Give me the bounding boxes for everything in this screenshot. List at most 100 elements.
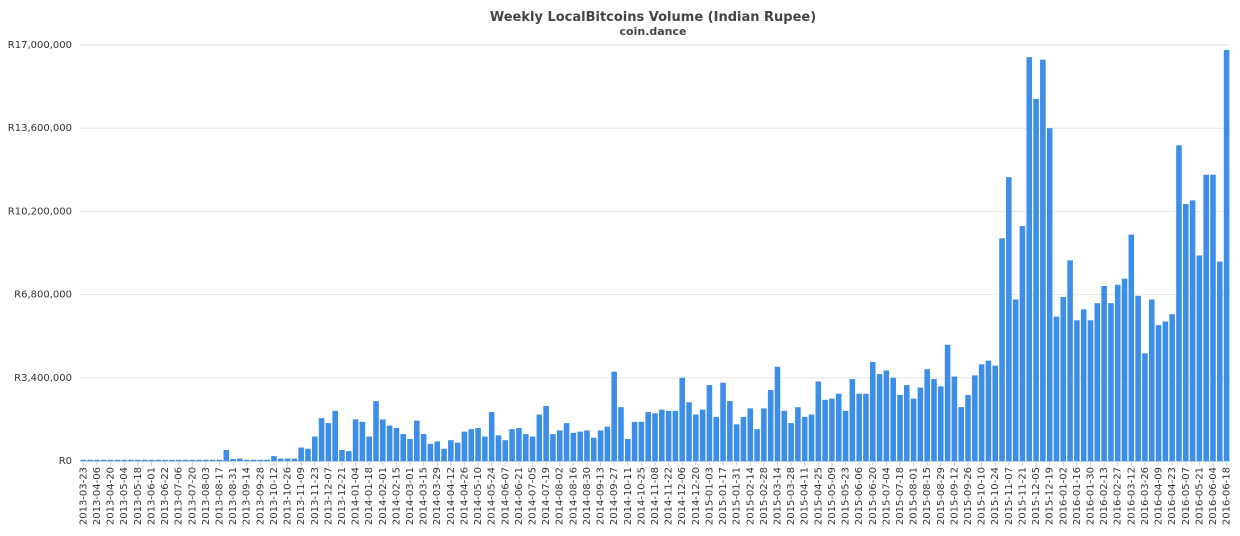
bar [291, 458, 298, 461]
bar [1223, 49, 1230, 462]
bar [1162, 321, 1169, 461]
x-tick-label: 2016-01-02 [1058, 467, 1069, 525]
x-tick-label: 2014-11-08 [650, 467, 661, 525]
x-tick-label: 2016-06-18 [1222, 467, 1233, 525]
bar [169, 459, 175, 461]
x-tick-label: 2015-02-14 [745, 467, 756, 525]
bar [659, 409, 665, 461]
y-tick-label: R13,600,000 [8, 123, 72, 134]
bar [1046, 128, 1053, 461]
bar [345, 451, 352, 461]
bar [175, 459, 182, 461]
bar [107, 459, 114, 461]
bar [80, 459, 87, 461]
bar [686, 402, 692, 461]
bar [223, 449, 230, 461]
bar [284, 458, 291, 461]
bar [1114, 284, 1121, 461]
x-tick-label: 2015-10-24 [990, 467, 1001, 525]
bar [400, 434, 407, 461]
x-tick-label: 2015-04-25 [813, 467, 824, 525]
x-tick-label: 2016-02-13 [1099, 467, 1110, 525]
bar [842, 410, 849, 461]
bar [590, 437, 597, 461]
y-tick-label: R17,000,000 [8, 40, 72, 51]
bar [1169, 314, 1175, 461]
bar [944, 344, 951, 461]
bar [652, 413, 658, 461]
x-tick-label: 2014-08-02 [555, 467, 566, 525]
bar [672, 410, 679, 461]
x-tick-label: 2013-09-28 [255, 467, 266, 525]
bar [1135, 295, 1141, 461]
bar [897, 394, 903, 461]
x-tick-label: 2015-08-29 [936, 467, 947, 525]
bar [781, 410, 788, 461]
bar [257, 459, 264, 461]
x-tick-label: 2015-10-10 [977, 467, 988, 525]
bar [903, 385, 910, 461]
x-tick-label: 2015-05-23 [841, 467, 852, 525]
bar [747, 408, 754, 461]
bar [1060, 297, 1067, 461]
bar [155, 459, 162, 461]
bar [475, 427, 481, 461]
x-tick-label: 2015-06-06 [854, 467, 865, 525]
bar [910, 398, 917, 461]
bar [665, 410, 672, 461]
bar [148, 459, 155, 461]
bar [1155, 325, 1162, 461]
x-tick-label: 2013-10-12 [269, 467, 280, 525]
bar [883, 370, 890, 461]
bar [774, 366, 781, 461]
bar [414, 420, 420, 461]
bar [972, 375, 978, 461]
bar [502, 440, 509, 461]
bar [128, 459, 134, 461]
bar [250, 459, 257, 461]
bar [761, 408, 767, 461]
y-tick-label: R0 [59, 456, 72, 467]
bar [162, 459, 168, 461]
bar [114, 459, 121, 461]
x-tick-label: 2014-12-06 [677, 467, 688, 525]
bar [339, 449, 345, 461]
x-tick-label: 2014-11-22 [664, 467, 675, 525]
bar [495, 435, 502, 461]
bar [713, 416, 720, 461]
bar [1196, 255, 1203, 461]
bar [509, 429, 515, 461]
bar [141, 459, 148, 461]
x-tick-label: 2013-07-20 [187, 467, 198, 525]
bar [380, 419, 386, 461]
bar [645, 412, 651, 461]
bar [631, 421, 638, 461]
bar [332, 410, 338, 461]
x-tick-label: 2013-08-31 [228, 467, 239, 525]
bar [801, 416, 808, 461]
bar [87, 459, 93, 461]
bar [999, 238, 1005, 461]
bar [550, 434, 556, 461]
bar [386, 425, 393, 461]
bar [543, 405, 549, 461]
bar [618, 407, 624, 461]
bar [727, 401, 733, 461]
bar [863, 393, 869, 461]
bar [638, 421, 645, 461]
x-tick-label: 2015-01-03 [704, 467, 715, 525]
x-tick-label: 2013-11-23 [310, 467, 321, 525]
x-tick-label: 2013-07-06 [174, 467, 185, 525]
bar [978, 364, 985, 461]
x-tick-label: 2014-07-05 [528, 467, 539, 525]
bar [298, 447, 304, 461]
bar [536, 414, 543, 461]
bar [890, 377, 896, 461]
bar [924, 369, 930, 461]
x-tick-label: 2016-06-04 [1208, 467, 1219, 525]
bar [1142, 353, 1148, 461]
bar [788, 423, 794, 461]
x-tick-label: 2016-04-23 [1167, 467, 1178, 525]
bar [461, 431, 468, 461]
bar [121, 459, 128, 461]
